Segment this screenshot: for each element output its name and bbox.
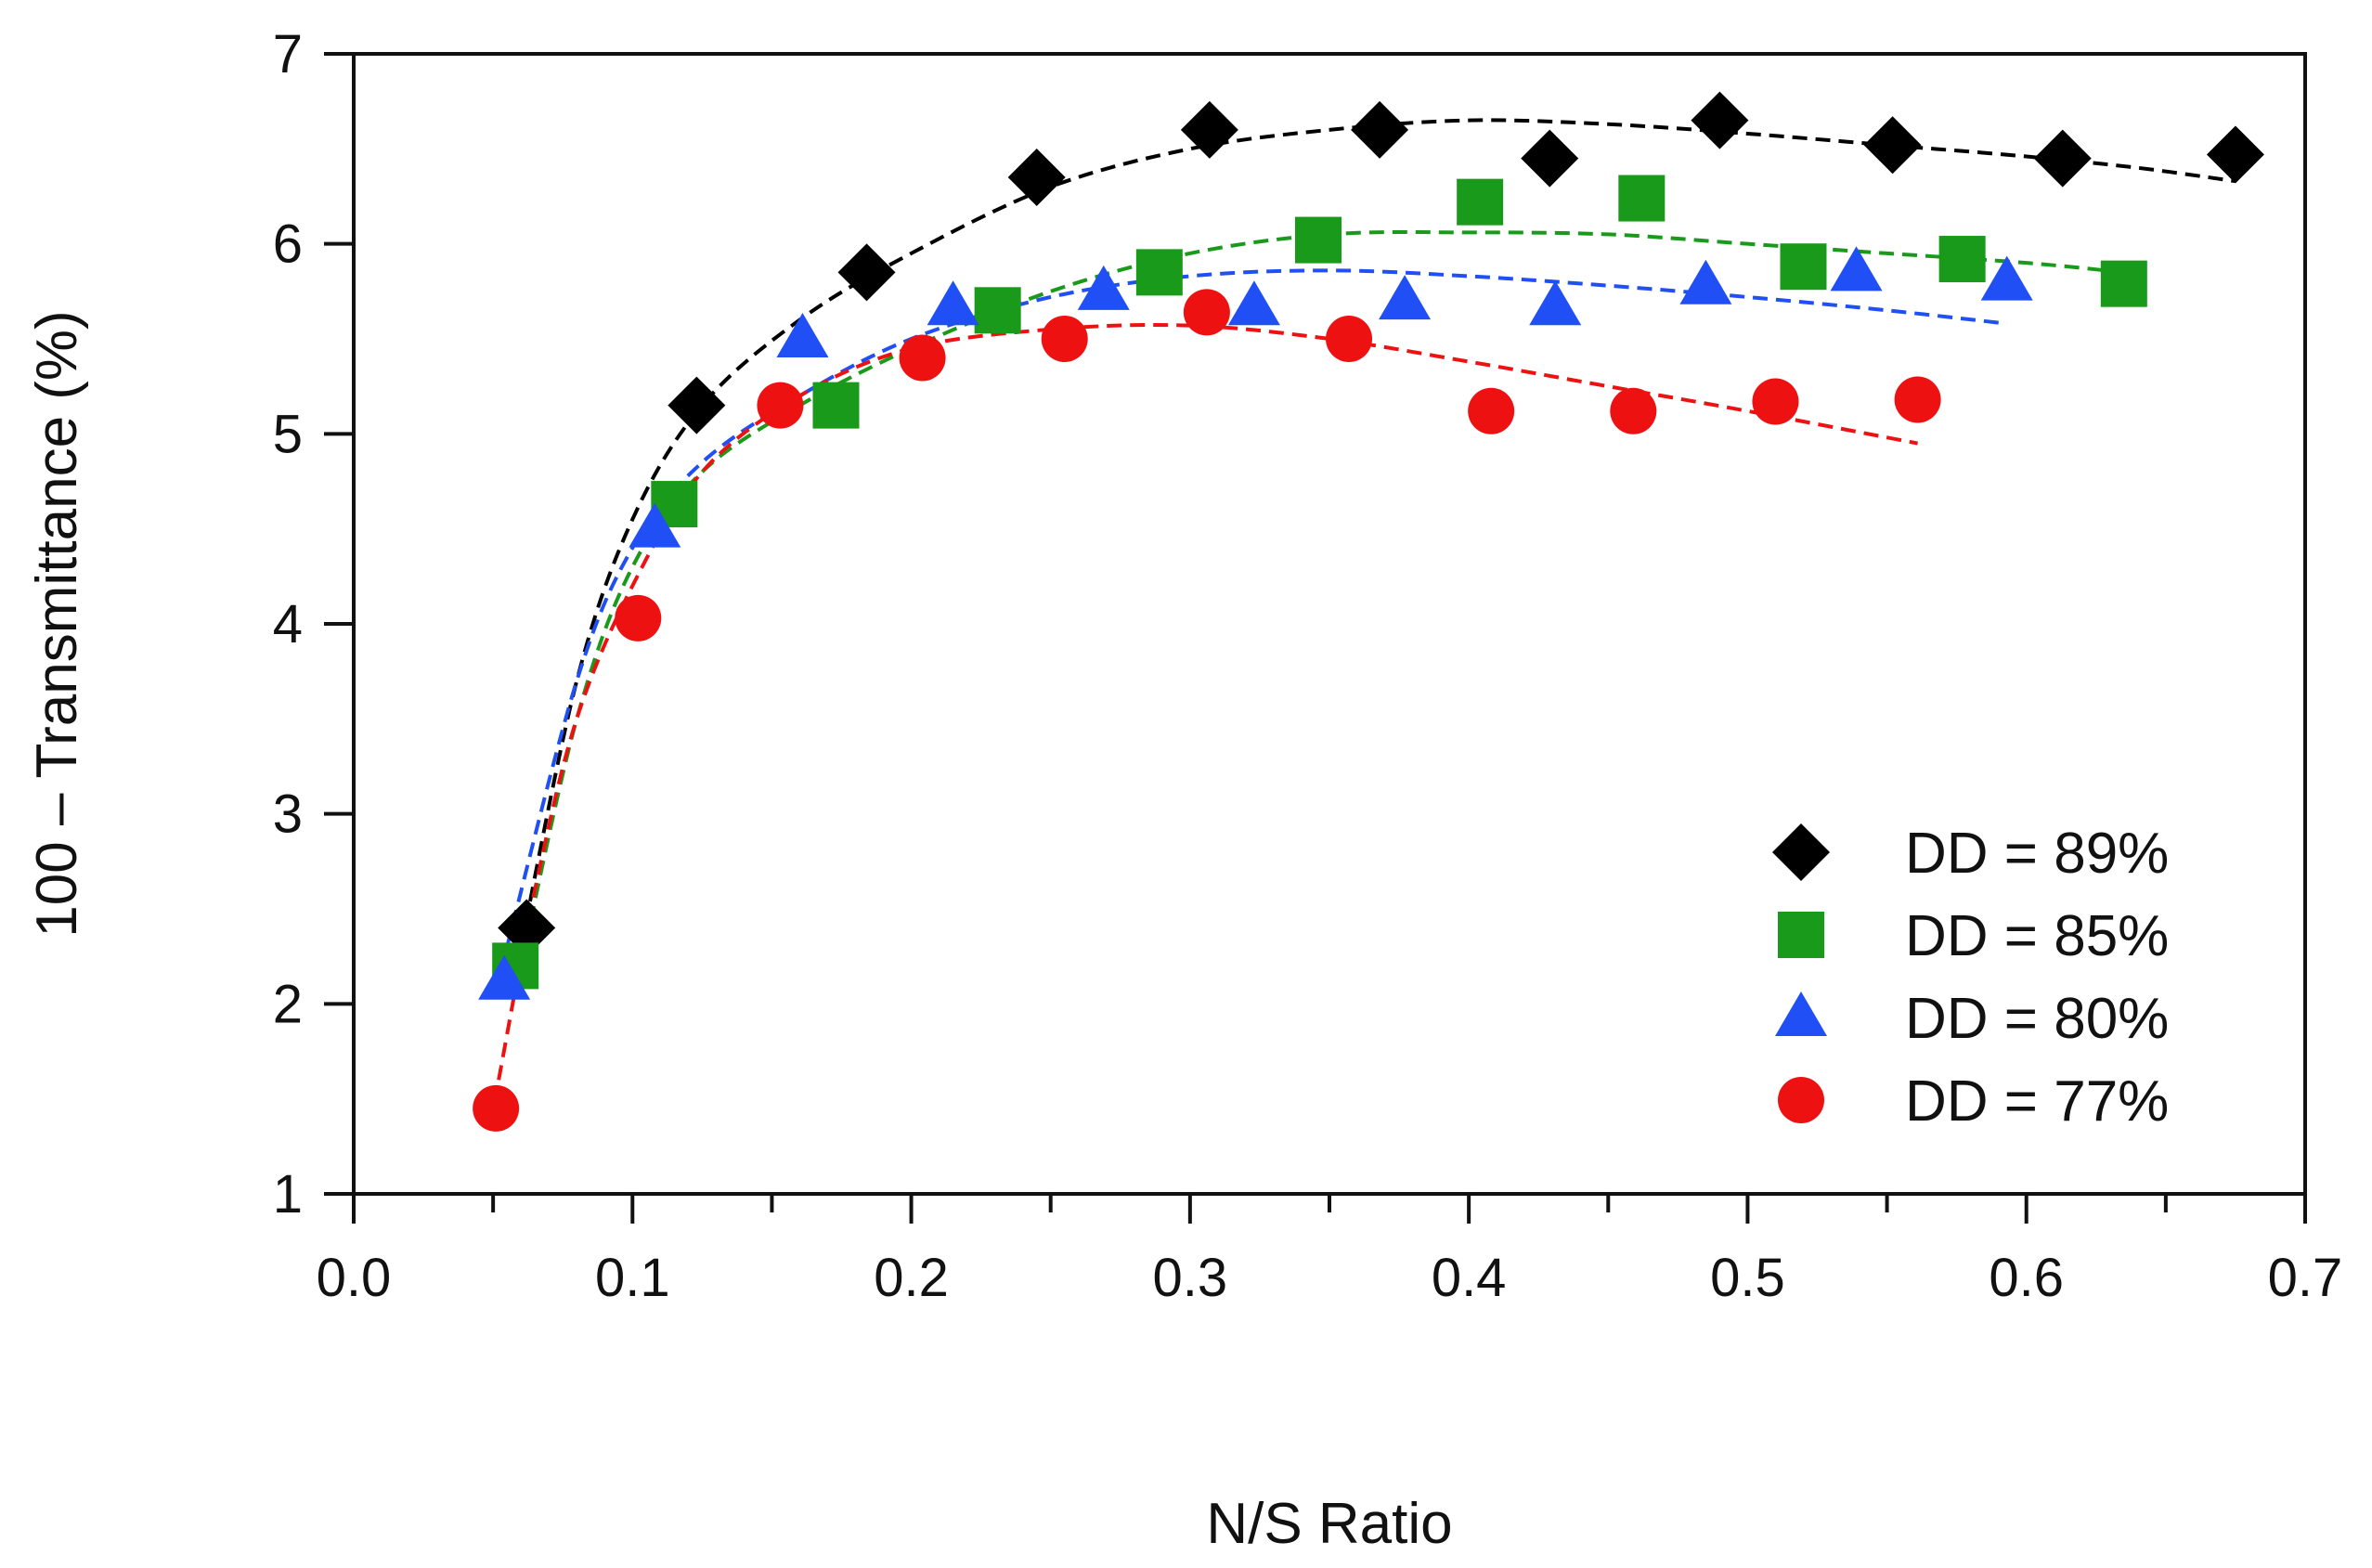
circle-data-point: [1752, 378, 1799, 425]
legend-marker-triangle: [1775, 991, 1827, 1036]
square-data-point: [1938, 236, 1986, 283]
data-markers: [473, 91, 2264, 1132]
diamond-data-point: [1180, 100, 1238, 159]
triangle-data-point: [1830, 246, 1883, 292]
circle-data-point: [1894, 376, 1941, 423]
x-axis-title: N/S Ratio: [1206, 1492, 1452, 1556]
circle-data-point: [1468, 387, 1515, 434]
square-data-point: [1294, 216, 1342, 264]
y-axis-title: 100 – Transmittance (%): [25, 310, 89, 937]
y-tick-label: 7: [273, 24, 303, 84]
legend-marker-circle: [1778, 1077, 1824, 1123]
x-tick-label: 0.0: [317, 1248, 392, 1308]
square-data-point: [2100, 260, 2147, 307]
legend: DD = 89% DD = 85% DD = 80% DD = 77%: [1772, 822, 2169, 1134]
triangle-data-point: [1980, 255, 2033, 301]
triangle-data-point: [1077, 265, 1130, 310]
square-data-point: [812, 382, 860, 429]
x-tick-label: 0.1: [595, 1248, 670, 1308]
x-tick-label: 0.2: [874, 1248, 949, 1308]
diamond-data-point: [1351, 100, 1409, 159]
circle-data-point: [473, 1084, 520, 1132]
circle-data-point: [757, 382, 804, 429]
x-tick-label: 0.3: [1153, 1248, 1228, 1308]
diamond-data-point: [1863, 116, 1922, 175]
legend-label: DD = 77%: [1905, 1069, 2169, 1134]
y-tick-label: 1: [273, 1164, 303, 1225]
triangle-data-point: [1679, 259, 1732, 305]
fit-curve: [519, 230, 2125, 966]
triangle-data-point: [776, 313, 829, 357]
legend-label: DD = 85%: [1905, 904, 2169, 968]
x-tick-label: 0.6: [1989, 1248, 2064, 1308]
x-tick-label: 0.4: [1432, 1248, 1507, 1308]
y-tick-label: 2: [273, 974, 303, 1034]
square-data-point: [1135, 249, 1183, 296]
triangle-data-point: [1227, 280, 1280, 326]
diamond-data-point: [1007, 149, 1066, 207]
circle-data-point: [1183, 289, 1230, 336]
square-data-point: [1780, 243, 1827, 291]
triangle-data-point: [927, 280, 979, 326]
y-tick-label: 6: [273, 214, 303, 275]
legend-marker-diamond: [1772, 823, 1830, 881]
diamond-data-point: [2206, 125, 2264, 184]
y-tick-label: 5: [273, 404, 303, 464]
legend-label: DD = 80%: [1905, 987, 2169, 1051]
diamond-data-point: [498, 899, 556, 957]
circle-data-point: [1610, 387, 1657, 434]
triangle-data-point: [478, 954, 531, 1000]
y-tick-label: 3: [273, 784, 303, 845]
circle-data-point: [1326, 316, 1373, 362]
diamond-data-point: [1521, 129, 1579, 188]
legend-label: DD = 89%: [1905, 822, 2169, 886]
diamond-data-point: [668, 376, 726, 434]
y-tick-label: 4: [273, 594, 303, 654]
square-data-point: [1618, 175, 1666, 222]
circle-data-point: [899, 334, 946, 382]
axis-ticks: 0.0 0.1 0.2 0.3 0.4 0.5 0.6 0.7 1 2 3 4 5 6 7: [273, 24, 2343, 1308]
circle-data-point: [615, 594, 662, 641]
x-tick-label: 0.5: [1710, 1248, 1785, 1308]
diamond-data-point: [1691, 91, 1749, 149]
square-data-point: [1457, 178, 1504, 226]
fit-curve: [497, 323, 1918, 1081]
square-data-point: [974, 287, 1021, 334]
legend-marker-square: [1778, 912, 1824, 958]
triangle-data-point: [1379, 275, 1432, 320]
circle-data-point: [1041, 316, 1088, 362]
diamond-data-point: [837, 243, 896, 302]
x-tick-label: 0.7: [2268, 1248, 2343, 1308]
triangle-data-point: [629, 502, 681, 548]
triangle-data-point: [1529, 280, 1582, 326]
diamond-data-point: [2033, 129, 2092, 188]
